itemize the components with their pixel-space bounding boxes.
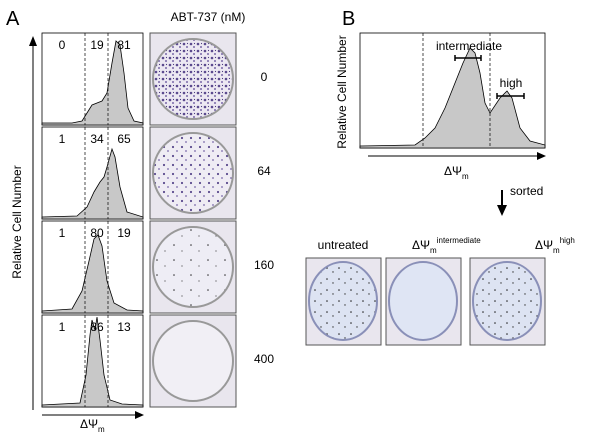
x-axis-label-main: ΔΨ bbox=[444, 164, 462, 178]
histogram bbox=[41, 40, 144, 126]
well-label-main: ΔΨ bbox=[535, 238, 553, 252]
sort-label: sorted bbox=[510, 184, 543, 198]
gate-bracket bbox=[454, 55, 482, 61]
gate-bracket bbox=[496, 93, 525, 99]
well-label: ΔΨmintermediate bbox=[412, 236, 481, 255]
x-axis-label-sub: m bbox=[462, 172, 469, 181]
treatment-title: ABT-737 (nM) bbox=[171, 10, 246, 24]
well-label-sup: high bbox=[560, 236, 575, 245]
dose-label: 160 bbox=[254, 258, 274, 272]
arrow-head bbox=[537, 152, 546, 160]
percentage: 19 bbox=[90, 38, 104, 52]
gate-label: high bbox=[500, 76, 523, 90]
well bbox=[152, 226, 234, 308]
dose-label: 0 bbox=[261, 70, 268, 84]
x-axis-label: ΔΨm bbox=[444, 164, 469, 181]
x-axis-label-sub: m bbox=[98, 425, 105, 434]
gate-label: intermediate bbox=[436, 39, 502, 53]
panel-label: B bbox=[342, 8, 355, 30]
well-label-sup: intermediate bbox=[437, 236, 482, 245]
histogram bbox=[359, 47, 546, 149]
x-axis-label: ΔΨm bbox=[80, 417, 105, 434]
percentage: 80 bbox=[90, 226, 104, 240]
well bbox=[152, 38, 234, 120]
well-label-sub: m bbox=[430, 246, 437, 255]
percentage: 34 bbox=[90, 132, 104, 146]
well bbox=[308, 261, 378, 341]
arrow-head bbox=[29, 36, 37, 46]
y-axis-label: Relative Cell Number bbox=[10, 165, 24, 278]
percentage: 1 bbox=[59, 226, 66, 240]
well bbox=[152, 320, 234, 402]
x-axis-label-main: ΔΨ bbox=[80, 417, 98, 431]
panel-label: A bbox=[6, 8, 20, 30]
percentage: 1 bbox=[59, 320, 66, 334]
well bbox=[472, 261, 542, 341]
histogram bbox=[41, 147, 144, 220]
well bbox=[388, 261, 458, 341]
dose-label: 400 bbox=[254, 352, 274, 366]
well bbox=[152, 132, 234, 214]
percentage: 0 bbox=[59, 38, 66, 52]
percentage: 65 bbox=[117, 132, 131, 146]
arrow-head bbox=[135, 411, 144, 419]
dose-label: 64 bbox=[257, 164, 271, 178]
histogram bbox=[41, 316, 144, 408]
well-label: ΔΨmhigh bbox=[535, 236, 575, 255]
panel-a-rows: 0 19 81 0 1 34 65 64 1 80 19 160 1 86 13 400 bbox=[41, 32, 274, 408]
well-label-main: ΔΨ bbox=[412, 238, 430, 252]
percentage: 86 bbox=[90, 320, 104, 334]
percentage: 19 bbox=[117, 226, 131, 240]
y-axis-label: Relative Cell Number bbox=[335, 35, 349, 148]
well-label: untreated bbox=[318, 238, 369, 252]
well-label-sub: m bbox=[553, 246, 560, 255]
percentage: 81 bbox=[117, 38, 131, 52]
histogram bbox=[41, 234, 144, 314]
percentage: 1 bbox=[59, 132, 66, 146]
arrow-head bbox=[497, 205, 507, 216]
percentage: 13 bbox=[117, 320, 131, 334]
